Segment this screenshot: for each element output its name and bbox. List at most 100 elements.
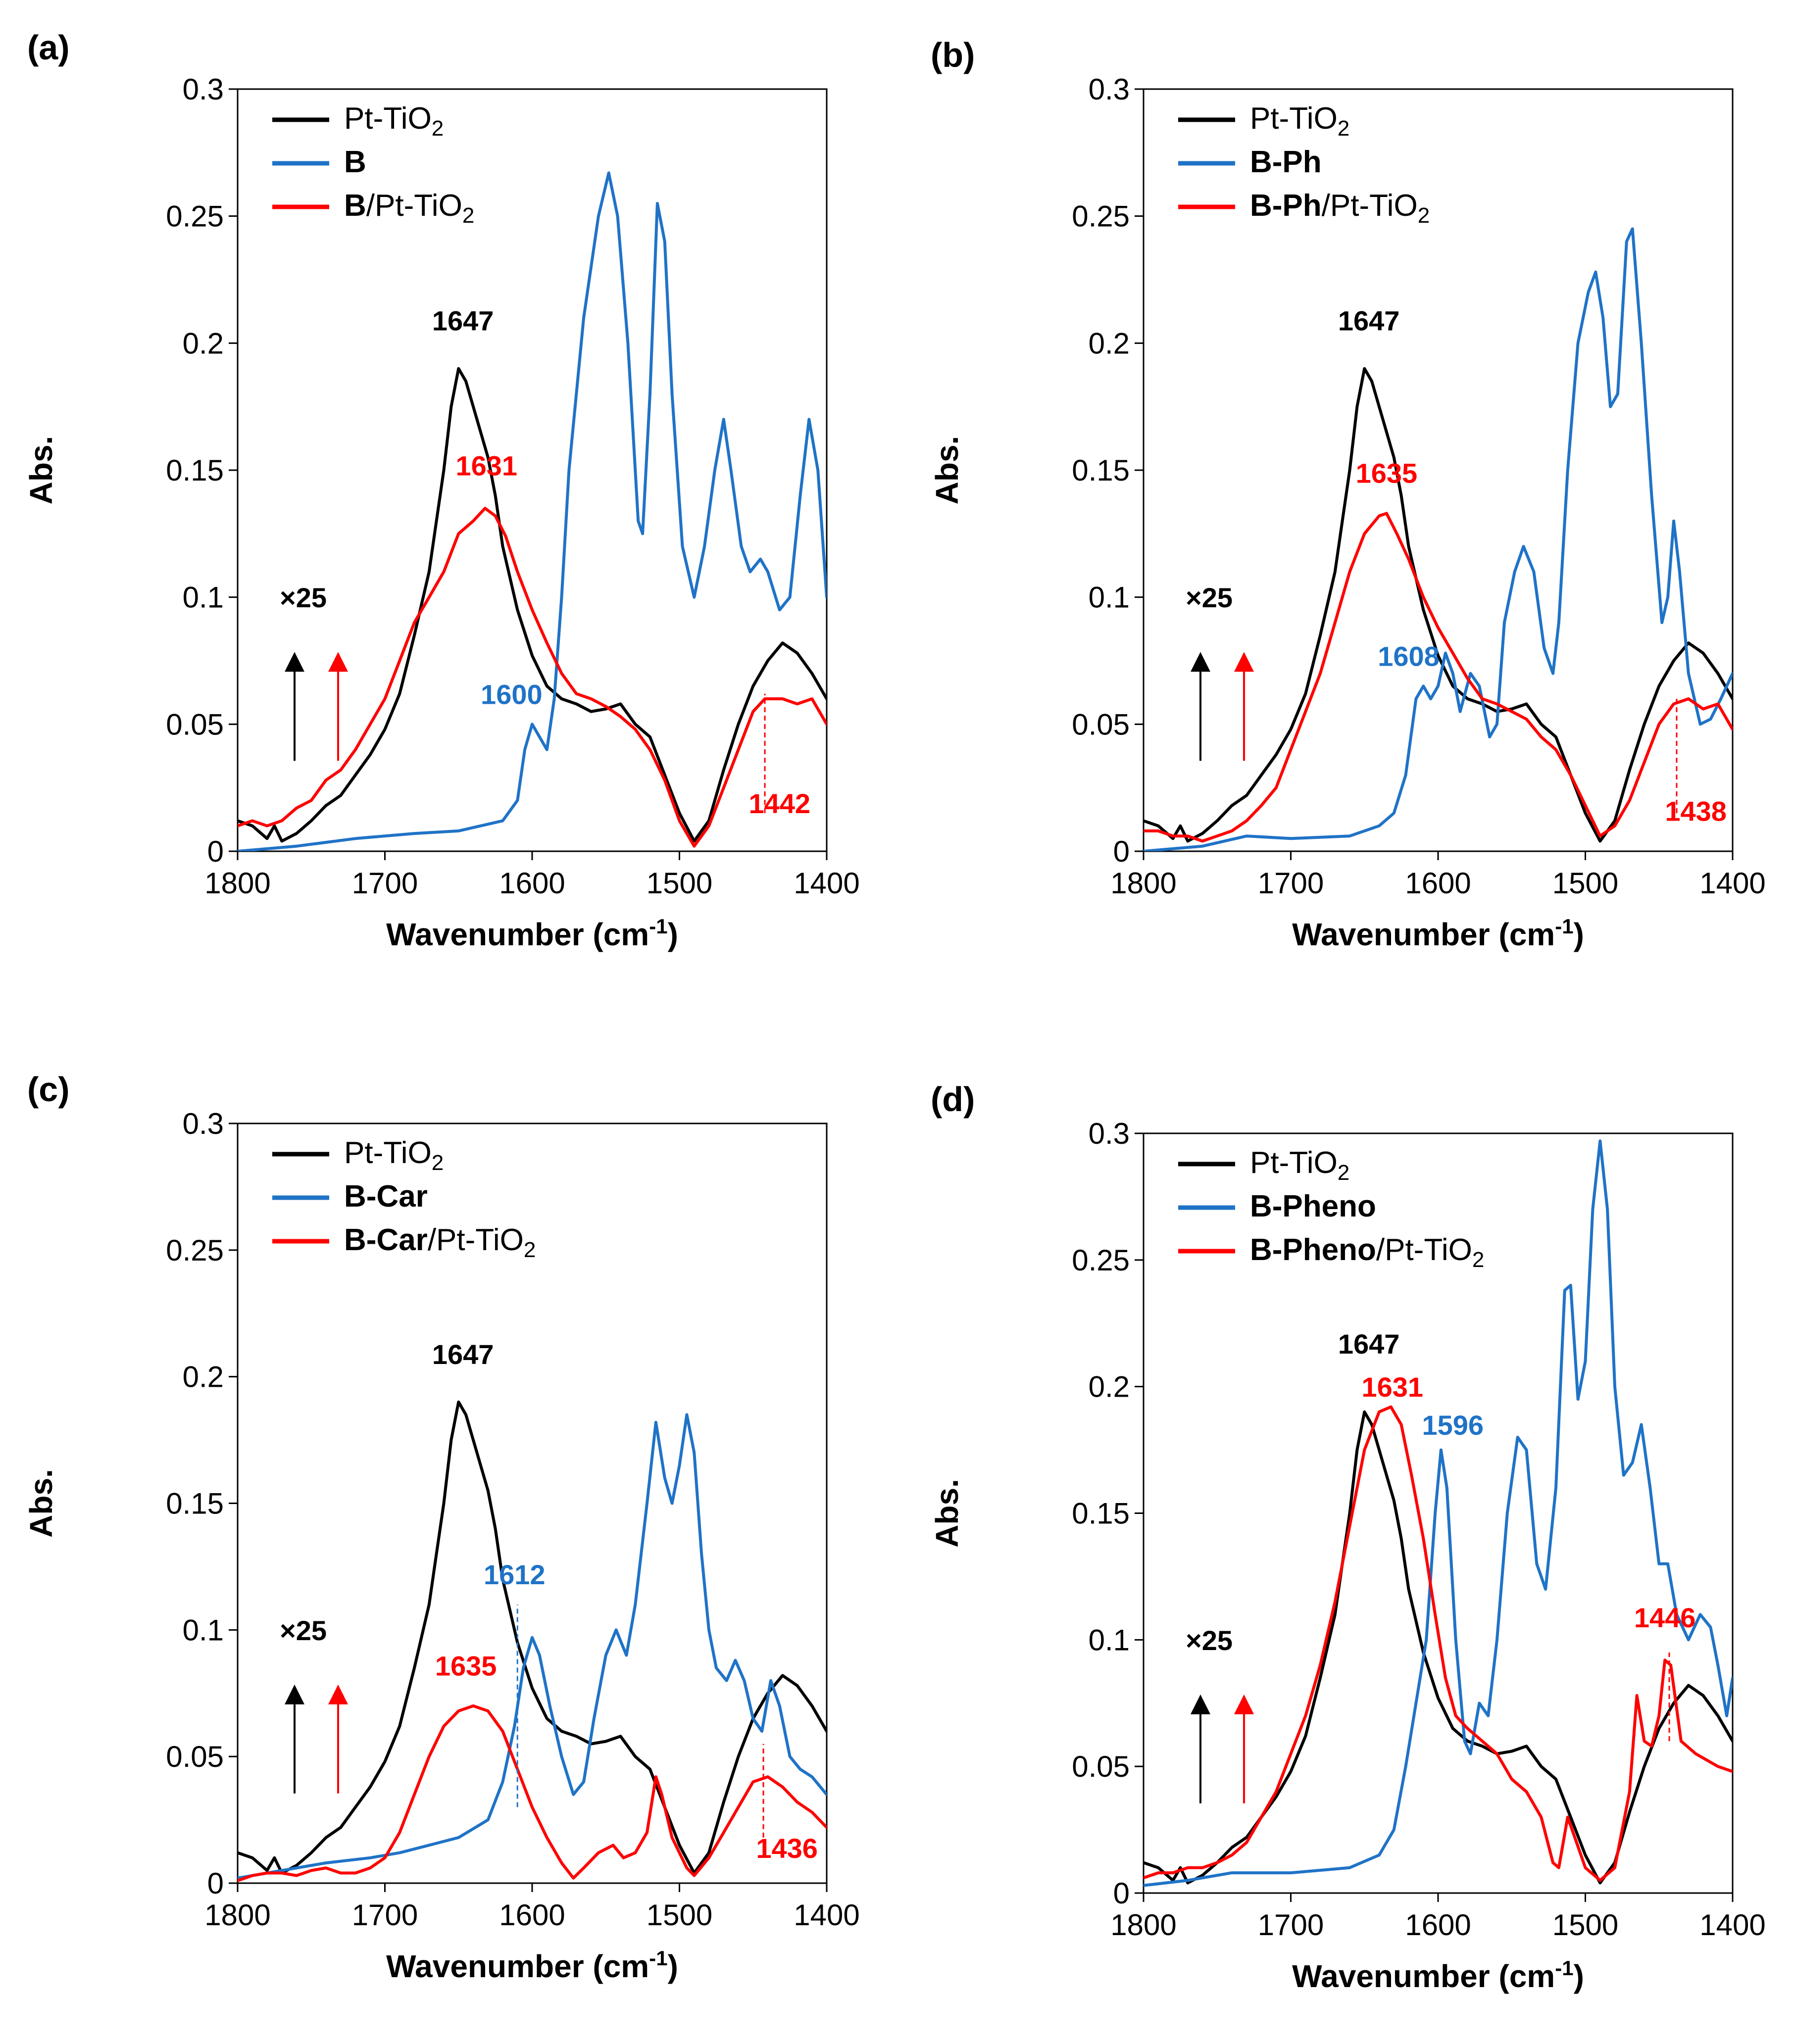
peak-annotation: 1635 <box>435 1650 497 1681</box>
x-axis-title-close: ) <box>1574 917 1584 952</box>
scale-factor-label: ×25 <box>280 1615 327 1646</box>
series-line <box>1144 1405 1733 1882</box>
series-line <box>238 1413 827 1880</box>
legend-label-bold: B <box>344 145 366 179</box>
panel-label: (d) <box>931 1080 975 1119</box>
legend-label: B/Pt-TiO2 <box>344 189 474 228</box>
x-tick-label: 1700 <box>1258 1908 1324 1942</box>
legend-label: B-Car/Pt-TiO2 <box>344 1223 536 1262</box>
arrow-up-icon <box>328 652 348 672</box>
legend-label-subscript: 2 <box>1472 1248 1484 1272</box>
peak-annotation: 1647 <box>1338 1328 1400 1360</box>
legend-label-bold: B-Car <box>344 1223 428 1257</box>
legend-label: B-Ph/Pt-TiO2 <box>1250 189 1430 228</box>
x-axis-title: Wavenumber (cm-1) <box>1292 1956 1584 1994</box>
x-tick-label: 1600 <box>499 1898 565 1932</box>
panel-label: (c) <box>27 1070 70 1109</box>
y-tick-label: 0.15 <box>1072 1497 1130 1530</box>
legend-label: B-Pheno/Pt-TiO2 <box>1250 1233 1484 1272</box>
legend-label: Pt-TiO2 <box>1250 101 1349 141</box>
chart-panel: (d) 0 0.05 0.1 0.15 0.2 0.25 0.3 1800 1700 1600 150… <box>929 1080 1766 1994</box>
x-axis-title-superscript: -1 <box>1555 915 1573 938</box>
chart-panel: (a) 0 0.05 0.1 0.15 0.2 0.25 0.3 1800 1700 1600 150… <box>23 28 860 952</box>
peak-annotation: 1596 <box>1422 1410 1484 1441</box>
peak-annotation: 1600 <box>481 679 543 710</box>
x-axis-title-close: ) <box>668 917 678 952</box>
legend-label-subscript: 2 <box>1338 116 1349 141</box>
scale-factor-label: ×25 <box>1186 582 1233 613</box>
arrow-up-icon <box>285 1684 304 1704</box>
y-tick-label: 0.15 <box>166 454 224 487</box>
x-tick-label: 1400 <box>1699 1908 1765 1942</box>
x-tick-label: 1600 <box>1405 1908 1471 1942</box>
y-tick-label: 0.3 <box>183 73 224 106</box>
chart-panel: (c) 0 0.05 0.1 0.15 0.2 0.25 0.3 1800 1700 1600 150… <box>23 1070 860 1984</box>
y-tick-label: 0.15 <box>1072 454 1130 487</box>
legend-label: Pt-TiO2 <box>1250 1146 1349 1185</box>
series-line <box>1144 227 1733 851</box>
x-axis-title: Wavenumber (cm-1) <box>386 1947 678 1984</box>
x-axis-title-close: ) <box>668 1948 678 1984</box>
scale-factor-label: ×25 <box>280 582 327 613</box>
peak-annotation: 1446 <box>1634 1602 1696 1633</box>
y-tick-label: 0 <box>207 835 224 868</box>
legend-label: B <box>344 145 366 179</box>
x-axis-title-superscript: -1 <box>1555 1956 1573 1980</box>
chart-panel: (b) 0 0.05 0.1 0.15 0.2 0.25 0.3 1800 1700 1600 150… <box>929 36 1766 952</box>
series-line <box>1144 1139 1733 1887</box>
legend-label: B-Car <box>344 1179 428 1214</box>
y-axis-title: Abs. <box>23 436 59 505</box>
x-tick-label: 1800 <box>204 1898 270 1932</box>
x-tick-label: 1800 <box>204 867 270 900</box>
arrow-up-icon <box>1191 1694 1210 1714</box>
series-line <box>1144 512 1733 843</box>
y-axis-title: Abs. <box>929 436 965 505</box>
peak-annotation: 1438 <box>1665 795 1727 827</box>
arrow-up-icon <box>285 652 304 672</box>
arrow-up-icon <box>328 1684 348 1704</box>
legend-label-bold: B <box>344 189 366 223</box>
x-tick-label: 1700 <box>352 1898 418 1932</box>
scale-factor-label: ×25 <box>1186 1625 1233 1656</box>
y-tick-label: 0.25 <box>166 1234 224 1267</box>
series-group <box>1144 1139 1733 1887</box>
x-tick-label: 1500 <box>1552 1908 1618 1942</box>
x-tick-label: 1500 <box>647 867 712 900</box>
peak-annotation: 1631 <box>455 450 517 481</box>
x-tick-label: 1800 <box>1110 1908 1176 1942</box>
y-tick-label: 0.2 <box>183 1361 224 1394</box>
peak-annotation: 1647 <box>1338 305 1400 337</box>
y-tick-label: 0.1 <box>183 1613 224 1647</box>
series-line <box>238 1704 827 1882</box>
legend-label-subscript: 2 <box>432 116 444 141</box>
legend-label-bold: B-Pheno <box>1250 1189 1376 1223</box>
peak-annotation: 1442 <box>749 788 811 819</box>
x-tick-label: 1700 <box>1258 867 1324 900</box>
series-group <box>238 1400 827 1882</box>
legend-label: Pt-TiO2 <box>344 1136 444 1175</box>
series-line <box>238 171 827 851</box>
x-tick-label: 1400 <box>1699 867 1765 900</box>
x-tick-label: 1800 <box>1110 867 1176 900</box>
y-tick-label: 0.15 <box>166 1487 224 1520</box>
legend-label-subscript: 2 <box>1338 1161 1349 1185</box>
y-tick-label: 0.05 <box>166 708 224 741</box>
panel-label: (b) <box>931 36 975 74</box>
x-tick-label: 1700 <box>352 867 418 900</box>
legend-label-bold: B-Ph <box>1250 145 1322 179</box>
arrow-up-icon <box>1191 652 1210 672</box>
y-axis-title: Abs. <box>929 1479 965 1548</box>
y-tick-label: 0.3 <box>183 1107 224 1140</box>
y-tick-label: 0.1 <box>1089 581 1130 614</box>
y-tick-label: 0.25 <box>1072 200 1130 233</box>
y-tick-label: 0.2 <box>1089 1370 1130 1404</box>
y-tick-label: 0.2 <box>1089 327 1130 360</box>
x-axis-title-superscript: -1 <box>649 1947 667 1970</box>
legend-label-subscript: 2 <box>524 1238 536 1262</box>
series-group <box>238 171 827 851</box>
series-line <box>1144 367 1733 843</box>
y-tick-label: 0.3 <box>1089 1117 1130 1150</box>
legend-label-bold: B-Pheno <box>1250 1233 1376 1267</box>
series-group <box>1144 227 1733 851</box>
